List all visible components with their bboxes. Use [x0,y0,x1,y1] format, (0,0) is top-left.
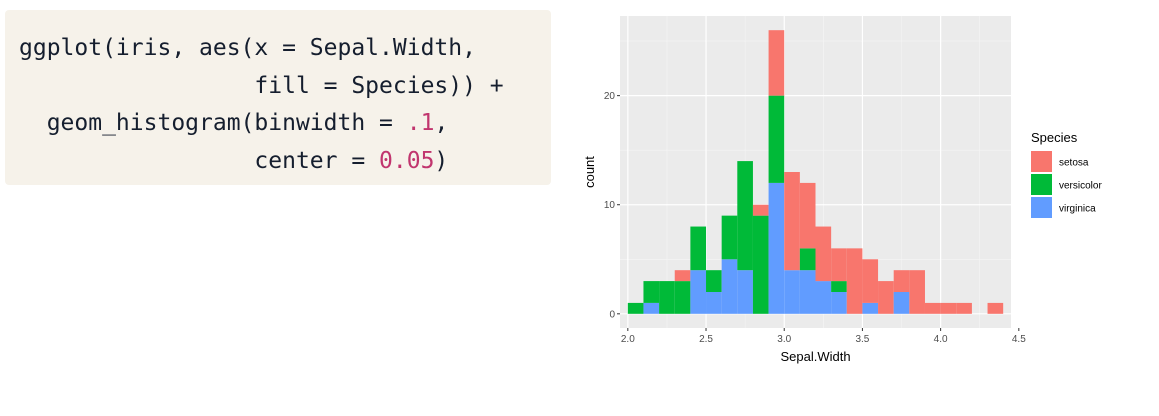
bar-setosa [956,302,972,314]
bar-virginica [799,270,816,314]
bar-versicolor [737,161,753,271]
bar-setosa [768,30,785,96]
bar-setosa [940,302,957,314]
legend-key-setosa [1031,151,1052,172]
code-token: , [434,110,449,136]
bar-versicolor [752,215,769,314]
x-tick-label: 4.5 [1012,334,1026,345]
histogram-chart: 2.0 2.5 3.0 3.5 4.0 4.5 0 10 20 Sepal.Width count S… [582,16,1102,364]
bar-versicolor [768,95,785,183]
x-tick-label: 4.0 [934,334,948,345]
bar-setosa [799,182,816,249]
bar-setosa [862,259,879,303]
bar-setosa [909,270,925,314]
bar-virginica [706,292,722,314]
bar-versicolor [831,281,847,292]
bar-virginica [768,182,785,314]
bar-virginica [815,281,832,314]
code-number: .1 [406,110,435,136]
legend-title: Species [1031,130,1078,145]
bar-setosa [831,248,847,282]
bar-versicolor [674,281,691,314]
code-token: geom_histogram(binwidth = [19,110,407,136]
code-token: ) [434,147,449,174]
legend-label-setosa: setosa [1059,158,1089,169]
bar-setosa [674,270,691,282]
bar-versicolor [643,281,660,303]
x-tick-label: 2.5 [699,334,713,345]
code-token: ggplot(iris, aes(x = Sepal.Width, [19,35,476,61]
bar-versicolor [627,302,644,314]
legend-key-virginica [1031,197,1052,218]
x-tick-label: 3.5 [855,334,869,345]
bar-setosa [752,204,769,216]
code-number: 0.05 [379,147,435,174]
bar-versicolor [690,226,707,271]
y-tick-label: 10 [604,200,616,211]
bar-versicolor [799,248,816,271]
y-axis-title: count [582,156,597,188]
legend-label-versicolor: versicolor [1059,181,1102,192]
bar-virginica [690,270,707,314]
code-line: geom_histogram(binwidth = .1, [19,105,551,143]
code-block: ggplot(iris, aes(x = Sepal.Width, fill =… [5,10,551,185]
bar-setosa [987,302,1004,314]
bar-virginica [831,292,847,314]
bar-setosa [878,281,894,314]
legend-key-versicolor [1031,174,1052,195]
code-token: fill = Species)) + [19,72,504,99]
x-tick-label: 3.0 [777,334,791,345]
bar-setosa [846,248,863,314]
bar-versicolor [706,270,722,292]
y-tick-label: 0 [609,309,615,320]
code-line: ggplot(iris, aes(x = Sepal.Width, [19,30,551,68]
bar-virginica [721,259,738,314]
code-line: center = 0.05) [19,143,551,181]
bar-setosa [893,270,910,292]
code-line: fill = Species)) + [19,68,551,106]
bar-virginica [893,292,910,314]
y-tick-label: 20 [604,91,616,102]
code-token: center = [19,147,380,174]
bar-virginica [737,270,753,314]
bar-virginica [784,270,800,314]
x-tick-label: 2.0 [621,334,635,345]
bar-setosa [924,302,941,314]
x-axis-title: Sepal.Width [780,349,850,364]
bar-setosa [815,226,832,282]
bar-versicolor [721,215,738,260]
bar-versicolor [659,281,675,314]
bar-virginica [862,302,879,314]
bar-virginica [643,302,660,314]
bar-setosa [784,172,800,271]
legend-label-virginica: virginica [1059,204,1096,215]
